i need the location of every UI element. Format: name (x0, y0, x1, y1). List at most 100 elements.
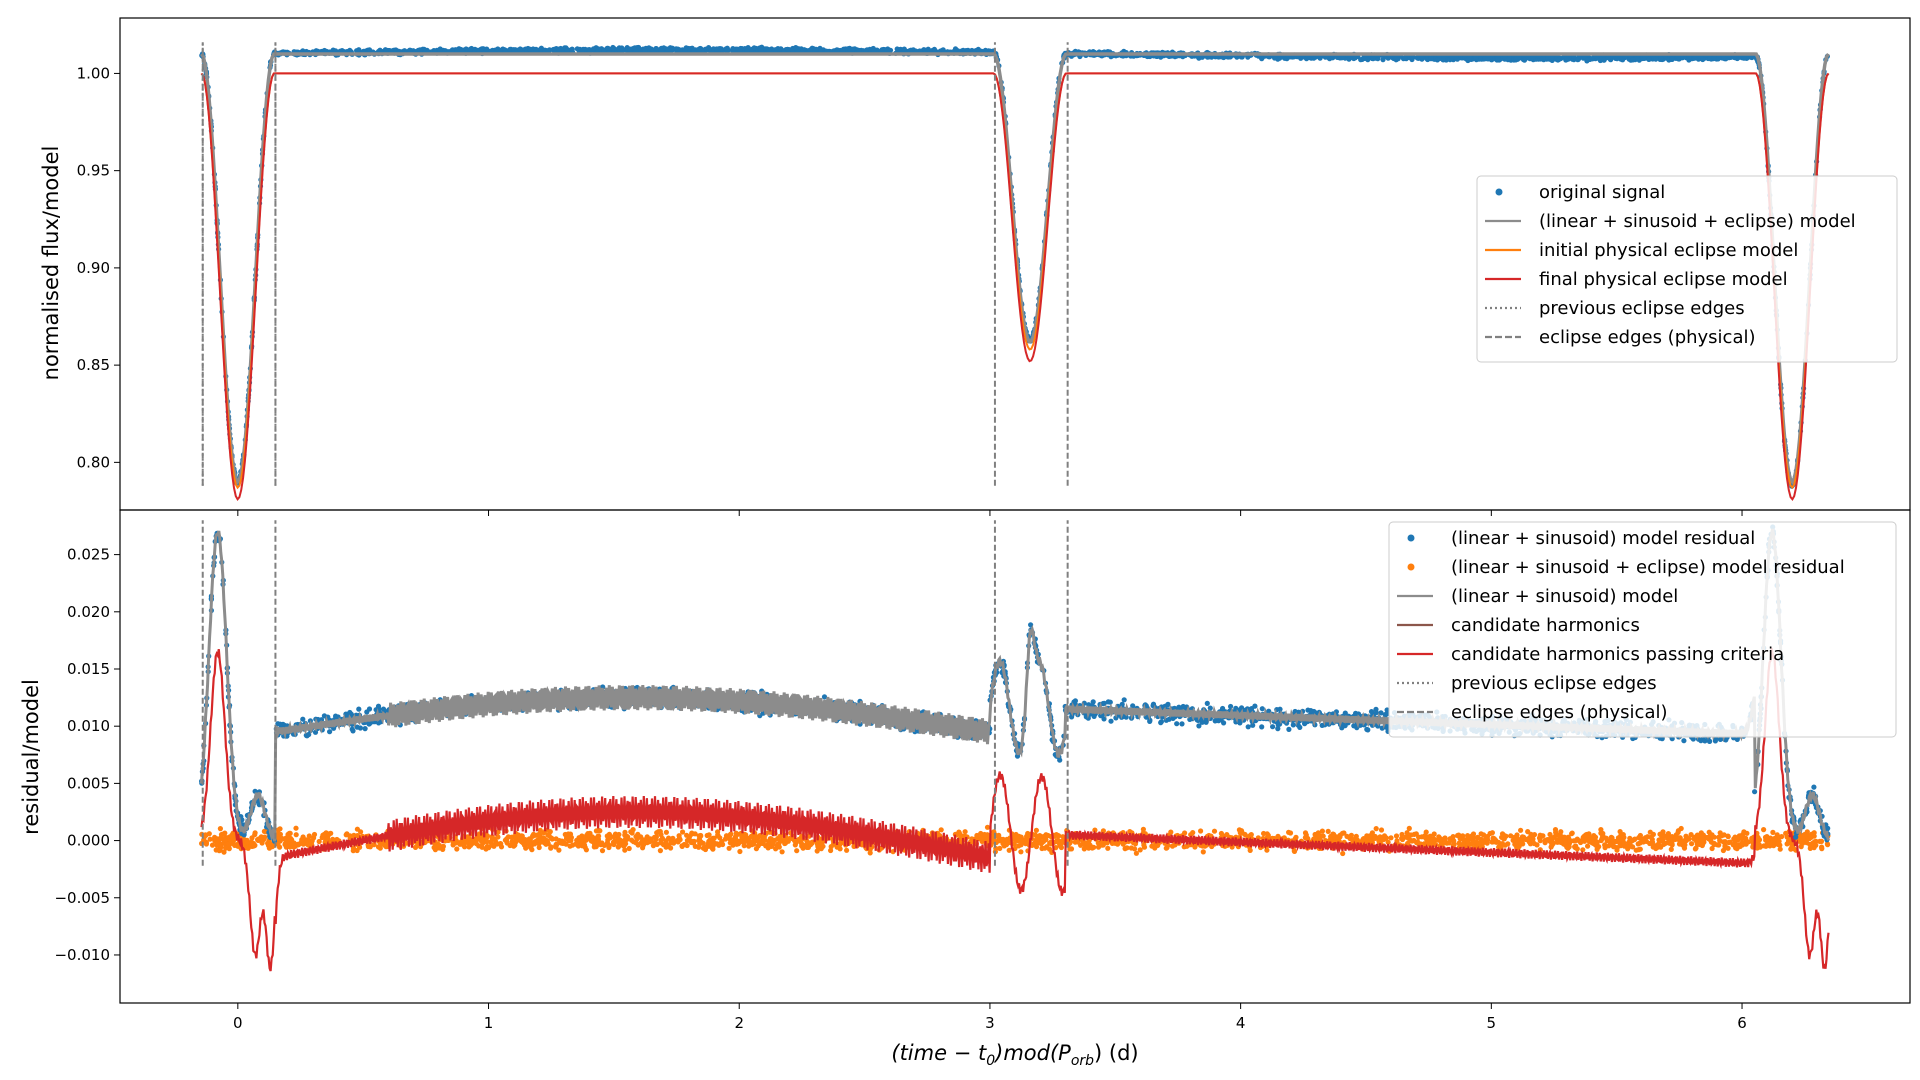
signal-point (627, 46, 633, 52)
signal-point (619, 45, 625, 51)
residual-point-orange (1423, 829, 1429, 835)
residual-point-orange (1727, 839, 1733, 845)
residual-point-orange (1564, 844, 1570, 850)
residual-point-orange (733, 830, 739, 836)
residual-point-orange (244, 839, 250, 845)
residual-point-orange (676, 833, 682, 839)
residual-point-orange (1819, 846, 1825, 852)
residual-point-orange (1629, 838, 1635, 844)
residual-point-orange (746, 835, 752, 842)
residual-point-orange (1431, 831, 1437, 837)
residual-point-orange (1068, 846, 1075, 852)
residual-point-orange (984, 824, 991, 830)
signal-point (1339, 55, 1345, 61)
residual-point-orange (668, 845, 674, 851)
residual-point-orange (1084, 840, 1090, 846)
residual-point-orange (1018, 849, 1024, 855)
signal-point (1428, 56, 1434, 62)
residual-point-orange (1344, 833, 1350, 840)
signal-point (1394, 55, 1400, 61)
residual-point-orange (995, 834, 1002, 840)
residual-point-orange (1372, 835, 1378, 842)
residual-point-orange (1431, 836, 1437, 843)
signal-point (1707, 55, 1713, 62)
residual-point-orange (213, 847, 219, 853)
signal-point (1385, 55, 1391, 61)
residual-point-orange (1693, 845, 1699, 851)
residual-point-orange (1388, 835, 1394, 841)
signal-point (1700, 56, 1706, 63)
residual-point-orange (663, 829, 670, 835)
signal-point (1495, 55, 1501, 62)
residual-point-orange (1152, 845, 1158, 851)
residual-point-orange (1689, 841, 1695, 847)
residual-point-orange (209, 842, 216, 848)
residual-point-orange (644, 840, 650, 846)
residual-point-orange (230, 835, 237, 842)
residual-point-orange (1033, 827, 1039, 833)
signal-point (527, 46, 533, 52)
residual-point-orange (1393, 833, 1400, 839)
legend-label: previous eclipse edges (1539, 298, 1745, 319)
signal-point (590, 46, 597, 52)
residual-point-orange (537, 827, 543, 834)
residual-point-orange (300, 841, 306, 847)
residual-point-orange (1198, 828, 1204, 834)
residual-point-orange (1716, 834, 1722, 840)
residual-point-orange (761, 836, 767, 842)
residual-point-orange (1350, 836, 1356, 843)
top-y-tick-label: 0.85 (77, 356, 110, 374)
signal-point (1589, 56, 1595, 62)
residual-point-orange (596, 841, 602, 847)
residual-point-orange (222, 830, 228, 836)
residual-point-orange (1547, 831, 1553, 838)
residual-point-orange (1014, 834, 1021, 840)
residual-point-orange (1115, 841, 1121, 847)
residual-point-orange (1772, 835, 1778, 842)
top-y-tick-label: 0.95 (77, 162, 110, 180)
residual-point-orange (286, 836, 293, 842)
residual-point-orange (1807, 845, 1813, 852)
top-y-tick-label: 0.80 (77, 453, 110, 471)
residual-point-orange (1699, 837, 1705, 844)
signal-point (407, 47, 413, 53)
residual-point-orange (1411, 837, 1417, 844)
residual-point-orange (1425, 834, 1431, 840)
residual-point-orange (688, 838, 695, 844)
residual-point-orange (217, 826, 223, 832)
residual-point-orange (1825, 842, 1831, 848)
residual-point-orange (1460, 841, 1466, 847)
residual-point-orange (982, 832, 988, 838)
residual-point-orange (1648, 834, 1654, 840)
residual-point-orange (722, 836, 729, 842)
residual-point-orange (1707, 837, 1714, 843)
signal-point (646, 45, 652, 52)
residual-point-orange (1665, 835, 1671, 842)
residual-point-orange (659, 835, 666, 842)
residual-point-orange (1091, 844, 1097, 850)
signal-point (1556, 56, 1562, 62)
residual-point-orange (1315, 831, 1321, 838)
legend-label: eclipse edges (physical) (1539, 327, 1756, 348)
residual-point-orange (1072, 839, 1078, 845)
signal-point (1449, 55, 1455, 61)
residual-point-orange (560, 840, 566, 847)
residual-point-orange (1675, 836, 1682, 843)
residual-point-orange (1132, 846, 1138, 852)
signal-point (1646, 56, 1652, 63)
residual-point-orange (612, 832, 618, 838)
residual-point-orange (1537, 832, 1543, 838)
residual-point-orange (1305, 835, 1311, 841)
residual-point-orange (1720, 839, 1726, 845)
signal-point (1564, 55, 1570, 61)
residual-point-orange (1319, 828, 1325, 834)
residual-point-orange (818, 846, 824, 852)
legend-label: original signal (1539, 182, 1665, 203)
residual-point-orange (679, 843, 685, 850)
residual-point-orange (595, 833, 601, 839)
residual-point-orange (1755, 841, 1761, 848)
residual-point-orange (1531, 840, 1537, 847)
residual-point-orange (753, 834, 759, 840)
signal-point (479, 46, 485, 52)
residual-point-orange (1543, 837, 1549, 843)
